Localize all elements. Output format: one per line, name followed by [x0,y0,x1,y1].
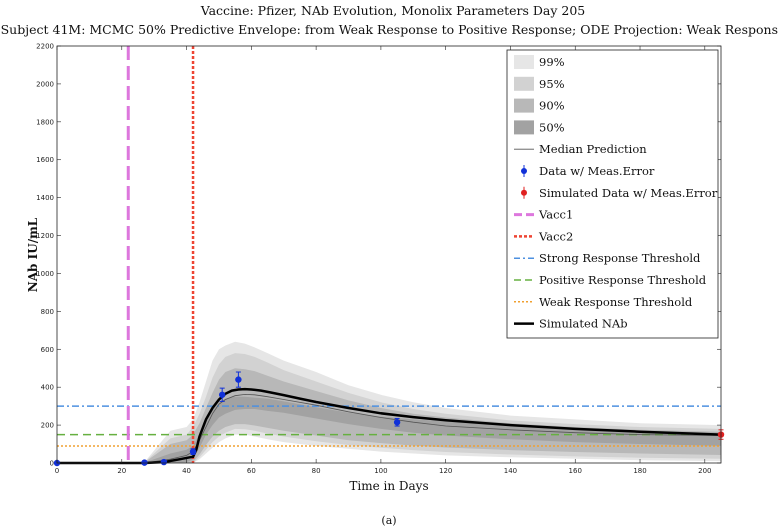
legend-item-2: 90% [514,98,565,113]
y-tick-label: 2000 [36,80,54,88]
legend-label: Median Prediction [539,142,647,156]
x-tick-label: 180 [633,467,646,475]
legend-marker [521,168,527,174]
legend-label: 99% [539,55,565,69]
data-point-2 [160,458,168,466]
plot-frame [56,45,722,464]
band-p50 [57,396,721,463]
threshold-lines [57,405,721,447]
data-point-5 [235,371,242,388]
confidence-bands [57,341,721,463]
x-tick-label: 20 [117,467,126,475]
data-point-6 [393,417,401,427]
figure-caption: (a) [381,514,396,527]
legend-item-9: Strong Response Threshold [514,251,701,265]
series-lines [57,387,722,465]
legend-item-5: Data w/ Meas.Error [521,164,655,178]
vaccination-lines [126,46,195,463]
legend-item-1: 95% [514,76,565,91]
data-point-6-marker [393,419,401,426]
legend-swatch [514,98,534,113]
x-tick-label: 60 [247,467,256,475]
y-tick-label: 200 [41,422,54,430]
y-axis-label: NAb IU/mL [26,217,40,292]
data-point-2-marker [160,458,168,466]
legend-label: Vacc2 [538,229,573,243]
y-tick-label: 1200 [36,232,54,240]
legend-label: Weak Response Threshold [539,295,693,309]
data-point-5-marker [235,376,242,383]
legend-label: Simulated Data w/ Meas.Error [539,186,718,200]
legend-marker [521,189,527,196]
legend-item-10: Positive Response Threshold [514,273,707,287]
legend: 99% 95% 90% 50% Median Prediction Data w/ Mea… [506,49,719,339]
legend-item-8: Vacc2 [514,229,573,243]
chart-title-line-2: Subject 41M: MCMC 50% Predictive Envelop… [1,22,778,37]
data-point-4-marker [218,391,226,398]
legend-item-4: Median Prediction [514,142,647,156]
x-tick-label: 200 [698,467,711,475]
x-tick-label: 40 [182,467,191,475]
y-tick-label: 2200 [36,43,54,51]
legend-swatch [514,76,534,91]
y-tick-label: 1600 [36,156,54,164]
legend-label: Simulated NAb [539,317,628,331]
data-point-3 [189,448,197,455]
median-prediction-line [57,393,722,464]
x-tick-label: 0 [55,467,59,475]
legend-label: Positive Response Threshold [539,273,707,287]
legend-item-12: Simulated NAb [514,317,628,331]
legend-item-7: Vacc1 [514,208,573,222]
x-tick-label: 80 [312,467,321,475]
y-tick-label: 1000 [36,270,54,278]
x-tick-label: 140 [504,467,517,475]
legend-swatch [514,55,534,69]
legend-item-6: Simulated Data w/ Meas.Error [521,186,718,200]
chart-title-line-1: Vaccine: Pfizer, NAb Evolution, Monolix … [200,3,586,18]
data-point-3-marker [189,448,197,455]
legend-label: Vacc1 [538,208,573,222]
legend-item-0: 99% [514,55,565,69]
y-tick-label: 0 [50,460,54,468]
x-tick-label: 160 [569,467,582,475]
x-tick-label: 120 [439,467,452,475]
simulated-nab-line [57,387,722,465]
legend-item-11: Weak Response Threshold [514,295,693,309]
legend-label: 50% [539,120,565,134]
axis-ticks: 0 20 40 60 80 100 120 140 160 180 2000200400600800… [36,43,721,475]
legend-swatch [514,120,534,135]
legend-item-3: 50% [514,120,565,135]
y-tick-label: 800 [41,308,54,316]
y-tick-label: 1400 [36,194,54,202]
legend-label: 90% [539,99,565,113]
data-point-4 [218,387,226,402]
legend-box [506,49,719,339]
y-tick-label: 400 [41,384,54,392]
x-axis-label: Time in Days [349,479,428,493]
legend-label: Data w/ Meas.Error [539,164,655,178]
y-tick-label: 1800 [36,118,54,126]
x-tick-label: 100 [374,467,387,475]
legend-label: 95% [539,77,565,91]
legend-label: Strong Response Threshold [539,251,701,265]
y-tick-label: 600 [41,346,54,354]
